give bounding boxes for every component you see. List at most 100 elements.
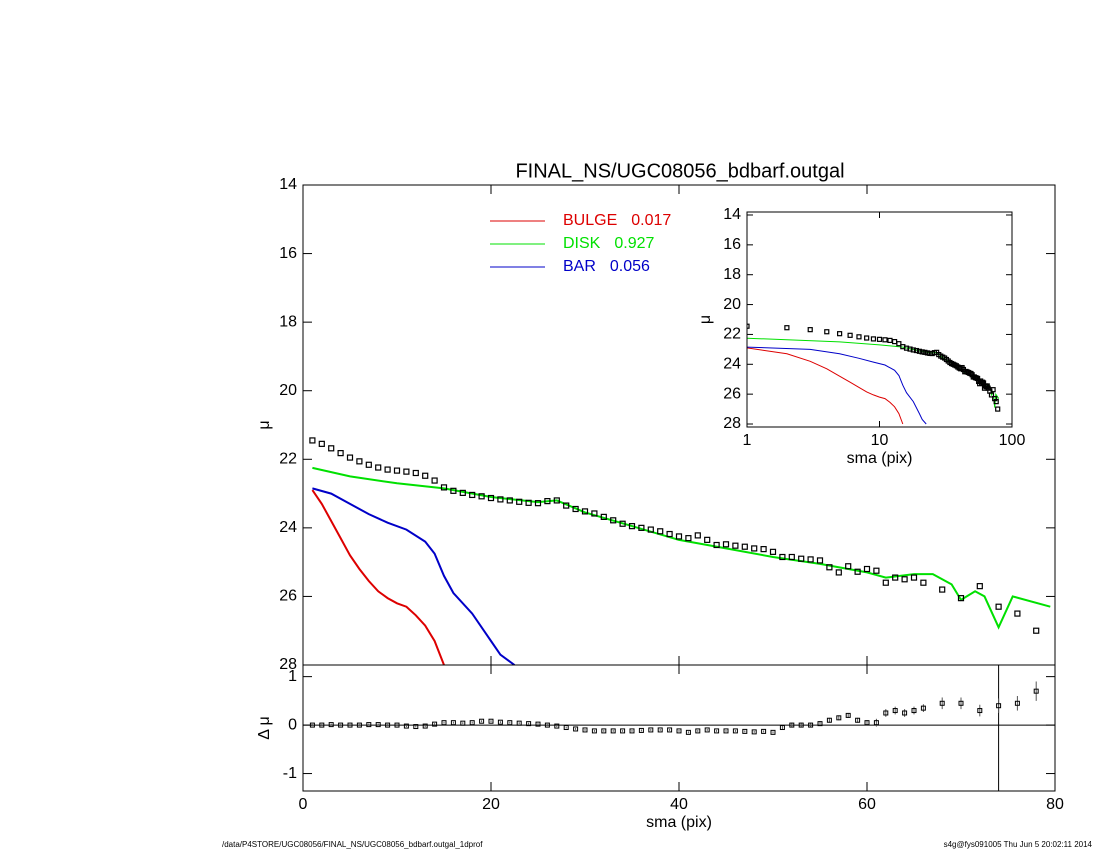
y-tick-label: 1 — [288, 668, 297, 685]
residual-point — [714, 728, 720, 734]
observed-point — [939, 586, 946, 593]
x-tick-label: 80 — [1046, 796, 1064, 813]
observed-point — [784, 325, 790, 331]
y-tick-label: 28 — [279, 656, 297, 673]
observed-point — [907, 346, 913, 352]
observed-point — [788, 553, 795, 561]
residual-point — [798, 722, 804, 728]
observed-point — [995, 603, 1002, 610]
observed-point — [619, 520, 626, 527]
observed-point — [856, 334, 862, 340]
observed-point — [824, 329, 830, 335]
residual-point — [939, 700, 945, 706]
observed-point — [760, 546, 767, 553]
observed-point — [628, 523, 636, 530]
observed-point — [544, 498, 551, 505]
observed-point — [751, 545, 758, 552]
residual-point — [789, 722, 795, 728]
y-tick-label: 20 — [723, 296, 741, 313]
y-tick-label: 14 — [279, 176, 297, 193]
residual-point — [366, 722, 372, 728]
residual-point — [808, 722, 814, 728]
residual-point — [648, 727, 654, 733]
legend-name: BAR — [563, 258, 596, 275]
observed-point — [747, 323, 750, 329]
observed-point — [854, 568, 861, 575]
residual-point — [432, 721, 438, 727]
legend-entry: BAR 0.056 — [563, 258, 650, 275]
residual-point — [836, 715, 842, 721]
observed-point — [553, 497, 560, 504]
observed-point — [826, 564, 833, 571]
axes-frame — [746, 211, 1013, 428]
observed-point — [882, 579, 889, 586]
footer-right: s4g@fys091005 Thu Jun 5 20:02:11 2014 — [944, 840, 1093, 849]
residual-point — [638, 727, 644, 733]
observed-point — [1014, 610, 1021, 617]
observed-point — [478, 493, 485, 500]
residual-point — [742, 728, 748, 734]
observed-point — [422, 472, 429, 479]
plot-area — [747, 323, 1001, 425]
axes-frame — [302, 664, 1056, 792]
residual-point — [403, 723, 409, 729]
observed-point — [497, 496, 504, 503]
observed-point — [988, 392, 995, 398]
x-tick-label: 20 — [482, 796, 500, 813]
observed-point — [440, 484, 448, 491]
observed-point — [591, 510, 598, 517]
y-tick-label: 22 — [279, 451, 297, 468]
residual-point — [507, 720, 513, 726]
x-axis-label: sma (pix) — [646, 814, 712, 831]
legend-entry: DISK 0.927 — [563, 235, 654, 252]
observed-point — [873, 567, 880, 574]
x-tick-label: 100 — [999, 432, 1026, 449]
observed-point — [393, 467, 401, 474]
observed-point — [816, 557, 824, 564]
observed-point — [704, 536, 711, 543]
residual-point — [1033, 688, 1039, 694]
residual-point — [479, 718, 485, 724]
residual-point — [704, 727, 710, 733]
model-line — [311, 489, 445, 665]
plot-area — [303, 665, 1055, 791]
y-tick-label: 24 — [279, 519, 297, 536]
residual-point — [920, 705, 926, 711]
observed-point — [318, 440, 325, 447]
residual-point — [1014, 700, 1020, 706]
residual-point — [319, 722, 325, 728]
residual-point — [516, 720, 522, 726]
residual-point — [347, 722, 353, 728]
observed-point — [638, 524, 645, 531]
residual-point — [422, 723, 428, 729]
residual-point — [770, 729, 776, 735]
observed-point — [769, 548, 777, 555]
y-axis-label: μ — [697, 315, 714, 324]
y-tick-label: 0 — [288, 716, 297, 733]
residual-point — [497, 719, 503, 725]
residual-point — [845, 712, 851, 718]
plot-area — [309, 437, 1051, 665]
observed-point — [666, 530, 673, 538]
chart-title: FINAL_NS/UGC08056_bdbarf.outgal — [515, 160, 844, 182]
y-tick-label: 18 — [279, 313, 297, 330]
residual-point — [761, 728, 767, 734]
observed-point — [980, 379, 986, 385]
observed-point — [487, 494, 495, 502]
observed-point — [919, 349, 925, 355]
observed-point — [845, 563, 852, 570]
x-tick-label: 10 — [871, 432, 889, 449]
observed-point — [807, 327, 813, 333]
residual-point — [892, 708, 898, 714]
residual-point — [873, 720, 879, 726]
observed-point — [469, 491, 476, 499]
observed-point — [863, 565, 871, 573]
observed-point — [450, 487, 457, 494]
residual-point — [535, 721, 541, 727]
residual-point — [610, 728, 616, 734]
residual-point — [544, 722, 550, 728]
residual-point — [685, 729, 691, 735]
x-tick-label: 0 — [299, 796, 308, 813]
residual-point — [328, 722, 334, 728]
